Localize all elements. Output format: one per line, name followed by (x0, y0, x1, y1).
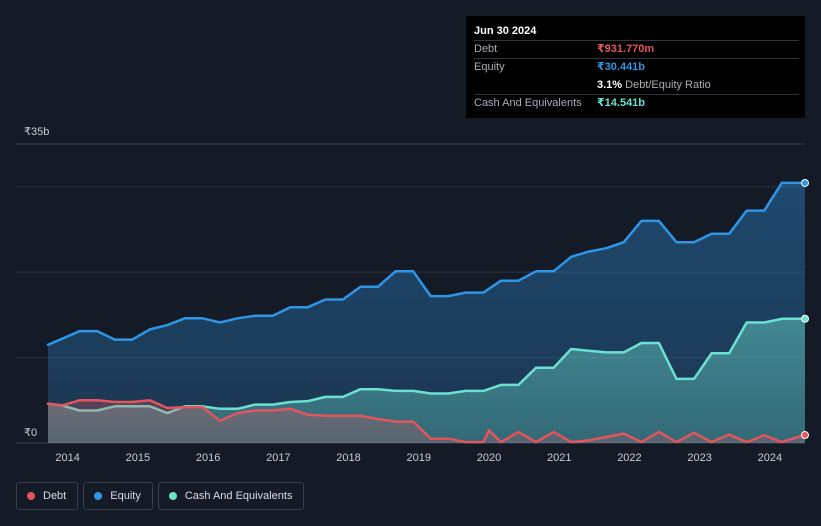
tooltip-date: Jun 30 2024 (474, 25, 537, 37)
end-marker-equity (801, 178, 809, 187)
legend-item-cash[interactable]: Cash And Equivalents (157, 482, 305, 510)
tooltip-cash-label: Cash And Equivalents (474, 97, 582, 109)
x-tick-label-2023: 2023 (687, 452, 711, 464)
end-marker-debt (801, 431, 809, 440)
x-tick-label-2019: 2019 (407, 452, 431, 464)
x-tick-label-2016: 2016 (196, 452, 220, 464)
area-debt (48, 400, 805, 443)
tooltip-ratio-row: 3.1% Debt/Equity Ratio (474, 76, 799, 94)
tooltip-ratio-spacer (474, 77, 597, 94)
debt-dot-icon (27, 492, 35, 500)
line-debt (46, 399, 807, 444)
x-tick-label-2015: 2015 (126, 452, 150, 464)
x-tick-label-2020: 2020 (477, 452, 501, 464)
tooltip-debt-value: ₹931.770m (597, 43, 655, 55)
tooltip-ratio-value: 3.1% (597, 79, 623, 91)
x-tick-label-2024: 2024 (758, 452, 782, 464)
x-tick-label-2021: 2021 (547, 452, 571, 464)
line-equity (46, 181, 807, 347)
tooltip-equity-value: ₹30.441b (597, 61, 646, 73)
tooltip-debt-row: Debt ₹931.770m (474, 40, 799, 58)
equity-dot-icon (94, 492, 103, 500)
y-axis-bottom-label: ₹0 (24, 427, 37, 439)
y-axis-top-label: ₹35b (24, 126, 49, 138)
legend-label-cash: Cash And Equivalents (184, 490, 293, 502)
tooltip-cash-value: ₹14.541b (597, 97, 646, 109)
tooltip-debt-label: Debt (474, 43, 498, 55)
chart-series (46, 181, 807, 444)
cash-dot-icon (168, 492, 177, 500)
tooltip-equity-label: Equity (474, 61, 505, 73)
x-tick-label-2022: 2022 (617, 452, 641, 464)
legend-label-equity: Equity (110, 490, 141, 502)
data-tooltip: Jun 30 2024 Debt ₹931.770m Equity ₹30.44… (466, 16, 805, 118)
x-tick-label-2014: 2014 (55, 452, 79, 464)
legend-item-equity[interactable]: Equity (83, 482, 153, 510)
end-marker-cash-and-equivalents (801, 314, 809, 323)
chart-legend: Debt Equity Cash And Equivalents (16, 482, 309, 510)
tooltip-equity-row: Equity ₹30.441b (474, 58, 799, 76)
legend-label-debt: Debt (43, 490, 67, 502)
tooltip-cash-row: Cash And Equivalents ₹14.541b (474, 94, 799, 112)
x-tick-label-2018: 2018 (336, 452, 360, 464)
legend-item-debt[interactable]: Debt (16, 482, 79, 510)
chart-end-markers (801, 178, 809, 440)
x-tick-label-2017: 2017 (266, 452, 290, 464)
tooltip-ratio-label: Debt/Equity Ratio (625, 79, 711, 91)
chart-axes: ₹35b ₹0 2014 2015 2016 2017 2018 2019 2020 2021… (24, 126, 782, 464)
